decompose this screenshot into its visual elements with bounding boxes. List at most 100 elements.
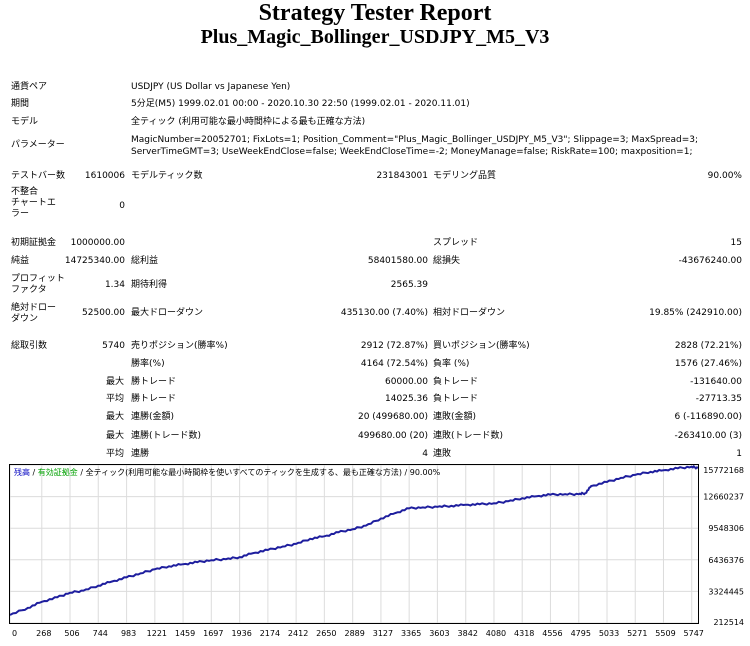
- quality-value: 90.00%: [707, 171, 742, 181]
- x-tick-label: 506: [64, 629, 79, 638]
- mismatch-label-2: チャートエ: [11, 198, 56, 208]
- consec-loss-label: 連敗(トレード数): [433, 431, 504, 441]
- y-tick-label: 15772168: [703, 466, 744, 475]
- consec-wins-label: 連勝(金額): [131, 412, 175, 422]
- y-tick-label: 3324445: [708, 587, 744, 596]
- x-tick-label: 3127: [373, 629, 393, 638]
- avg-loss-value: -27713.35: [695, 394, 742, 404]
- pf-value: 1.34: [104, 280, 125, 290]
- avg-consec-losses-label: 連敗: [433, 449, 452, 459]
- model-value: 全ティック (利用可能な最小時間枠による最も正確な方法): [131, 117, 366, 127]
- largest-loss-value: -131640.00: [690, 377, 742, 387]
- legend-separator: /: [401, 468, 410, 477]
- consec-max-prefix: 最大: [106, 412, 125, 422]
- chart-background: [9, 464, 749, 642]
- avg-win-label: 勝トレード: [131, 394, 177, 404]
- x-tick-label: 2889: [345, 629, 365, 638]
- deposit-label: 初期証拠金: [11, 238, 57, 248]
- pf-label-2: ファクタ: [11, 285, 47, 295]
- expected-label: 期待利得: [131, 280, 168, 290]
- grossloss-value: -43676240.00: [678, 256, 742, 266]
- balance-chart-svg: 212514 3324445 6436376 9548306 12660237 15772…: [9, 464, 749, 642]
- x-tick-label: 268: [36, 629, 51, 638]
- x-tick-label: 1936: [231, 629, 251, 638]
- grossprofit-label: 総利益: [131, 256, 159, 266]
- maxdd-value: 435130.00 (7.40%): [340, 308, 428, 318]
- bars-value: 1610006: [84, 171, 125, 181]
- y-tick-label: 212514: [713, 618, 744, 627]
- params-label: パラメーター: [11, 140, 65, 150]
- spread-value: 15: [730, 238, 742, 248]
- avg-consec-wins-label: 連勝: [131, 449, 150, 459]
- x-tick-label: 1221: [147, 629, 167, 638]
- trades-value: 5740: [102, 341, 125, 351]
- average-prefix: 平均: [106, 394, 125, 404]
- period-value: 5分足(M5) 1999.02.01 00:00 - 2020.10.30 22…: [131, 99, 470, 109]
- period-label: 期間: [11, 99, 30, 109]
- x-tick-label: 3603: [429, 629, 449, 638]
- consec-loss-value: -263410.00 (3): [674, 431, 742, 441]
- loss-label: 負率 (%): [433, 359, 470, 369]
- mismatch-label-3: ラー: [11, 209, 30, 219]
- chart-y-axis: 212514 3324445 6436376 9548306 12660237 15772…: [703, 466, 744, 627]
- chart-series: [9, 464, 699, 616]
- bars-label: テストバー数: [11, 171, 66, 181]
- y-tick-label: 12660237: [703, 493, 744, 502]
- params-line2: ServerTimeGMT=3; UseWeekEndClose=false; …: [131, 147, 693, 157]
- x-tick-label: 3842: [458, 629, 478, 638]
- largest-prefix: 最大: [106, 377, 125, 387]
- x-tick-label: 5509: [655, 629, 675, 638]
- x-tick-label: 2174: [260, 629, 280, 638]
- ticks-label: モデルティック数: [131, 171, 203, 181]
- win-value: 4164 (72.54%): [360, 359, 428, 369]
- x-tick-label: 744: [93, 629, 108, 638]
- loss-value: 1576 (27.46%): [674, 359, 742, 369]
- consec-losses-value: 6 (-116890.00): [674, 412, 742, 422]
- consec-profit-label: 連勝(トレード数): [131, 431, 202, 441]
- x-tick-label: 5033: [599, 629, 619, 638]
- params-line1: MagicNumber=20052701; FixLots=1; Positio…: [131, 135, 699, 145]
- x-tick-label: 1697: [203, 629, 223, 638]
- x-tick-label: 2412: [288, 629, 308, 638]
- trades-label: 総取引数: [11, 341, 48, 351]
- avg-consec-losses-value: 1: [736, 449, 742, 459]
- spread-label: スプレッド: [433, 238, 479, 248]
- reldd-label: 相対ドローダウン: [433, 308, 506, 318]
- x-tick-label: 2650: [316, 629, 336, 638]
- netprofit-value: 14725340.00: [64, 256, 125, 266]
- chart-x-axis: 0 268 506 744 983 1221 1459 1697 1936 2174 2412 265…: [12, 629, 704, 638]
- absdd-value: 52500.00: [82, 308, 125, 318]
- x-tick-label: 983: [121, 629, 136, 638]
- x-tick-label: 4318: [514, 629, 534, 638]
- mismatch-value: 0: [119, 201, 125, 211]
- short-value: 2912 (72.87%): [360, 341, 428, 351]
- y-tick-label: 9548306: [708, 524, 744, 533]
- x-tick-label: 4080: [486, 629, 506, 638]
- legend-equity: 有効証拠金: [37, 468, 78, 477]
- legend-balance: 残高: [14, 468, 30, 477]
- grossprofit-value: 58401580.00: [367, 256, 428, 266]
- ticks-value: 231843001: [376, 171, 428, 181]
- x-tick-label: 3365: [401, 629, 421, 638]
- legend-quality: 90.00%: [409, 468, 441, 477]
- long-value: 2828 (72.21%): [674, 341, 742, 351]
- grossloss-label: 総損失: [433, 256, 461, 266]
- x-tick-label: 5271: [627, 629, 647, 638]
- expected-value: 2565.39: [390, 280, 428, 290]
- largest-win-label: 勝トレード: [131, 377, 177, 387]
- chart-legend: 残高 / 有効証拠金 / 全ティック(利用可能な最小時間枠を使いすべてのティック…: [14, 468, 440, 477]
- symbol-value: USDJPY (US Dollar vs Japanese Yen): [131, 82, 291, 92]
- deposit-value: 1000000.00: [70, 238, 125, 248]
- reldd-value: 19.85% (242910.00): [649, 308, 742, 318]
- model-label: モデル: [11, 117, 39, 127]
- consec-losses-label: 連敗(金額): [433, 412, 477, 422]
- quality-label: モデリング品質: [433, 171, 497, 181]
- absdd-label-2: ダウン: [11, 314, 39, 324]
- win-label: 勝率(%): [131, 359, 165, 369]
- long-label: 買いポジション(勝率%): [433, 341, 530, 351]
- consec-profit-value: 499680.00 (20): [357, 431, 428, 441]
- consec-avg-prefix: 平均: [106, 449, 125, 459]
- pf-label-1: プロフィット: [11, 274, 65, 284]
- largest-win-value: 60000.00: [385, 377, 428, 387]
- x-tick-label: 5747: [684, 629, 704, 638]
